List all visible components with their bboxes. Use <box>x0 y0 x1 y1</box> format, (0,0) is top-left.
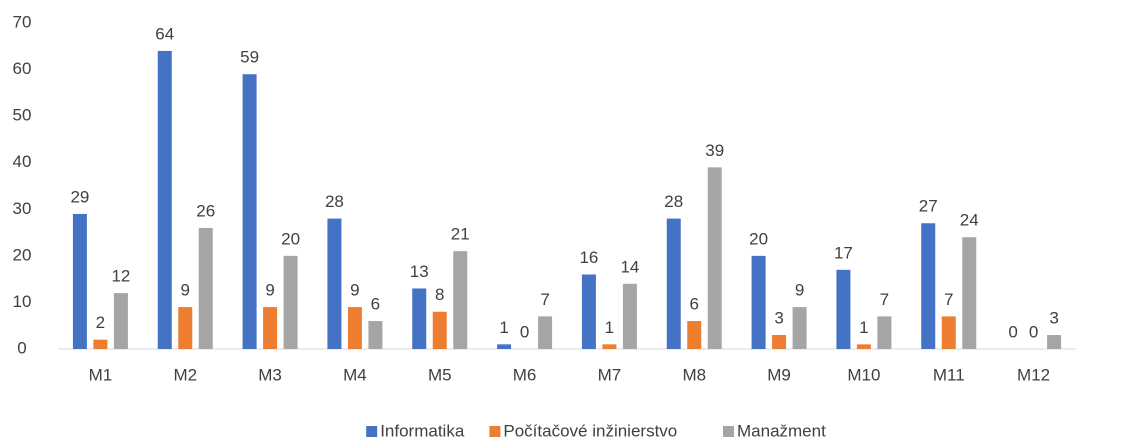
bar <box>581 274 596 349</box>
data-label: 59 <box>240 48 259 67</box>
x-tick-label: M10 <box>847 365 880 384</box>
bar <box>602 344 617 349</box>
bar <box>93 339 108 349</box>
data-label: 0 <box>1008 322 1017 341</box>
x-tick-label: M11 <box>933 365 965 384</box>
bar <box>283 255 298 349</box>
x-tick-label: M1 <box>89 365 113 384</box>
x-tick-label: M5 <box>428 365 452 384</box>
bar <box>178 307 193 349</box>
data-label: 26 <box>196 201 215 220</box>
bar <box>836 269 851 349</box>
data-label: 7 <box>540 290 549 309</box>
legend-swatch <box>366 426 378 437</box>
bar <box>412 288 427 349</box>
data-label: 0 <box>1029 322 1038 341</box>
data-label: 20 <box>281 229 300 248</box>
x-tick-label: M8 <box>682 365 706 384</box>
data-label: 17 <box>834 243 853 262</box>
data-label: 21 <box>451 225 470 244</box>
legend-label: Počítačové inžinierstvo <box>503 421 677 440</box>
data-label: 29 <box>70 187 89 206</box>
x-tick-label: M9 <box>767 365 791 384</box>
bar <box>198 227 213 349</box>
bar <box>263 307 278 349</box>
bar <box>792 307 807 349</box>
bar <box>242 74 257 349</box>
data-label: 64 <box>155 24 174 43</box>
data-label: 0 <box>520 322 529 341</box>
data-label: 13 <box>410 262 429 281</box>
data-label: 9 <box>795 281 804 300</box>
data-label: 6 <box>371 295 380 314</box>
bar <box>921 223 936 349</box>
data-label: 7 <box>880 290 889 309</box>
data-label: 9 <box>350 281 359 300</box>
legend-label: Manažment <box>737 421 826 440</box>
data-label: 1 <box>859 318 868 337</box>
x-tick-label: M12 <box>1017 365 1050 384</box>
data-label: 1 <box>499 318 508 337</box>
x-tick-label: M4 <box>343 365 367 384</box>
bar <box>432 311 447 349</box>
bar <box>368 321 383 349</box>
data-label: 9 <box>181 281 190 300</box>
y-tick-label: 60 <box>13 59 32 78</box>
data-label: 28 <box>325 192 344 211</box>
y-tick-label: 10 <box>13 292 32 311</box>
x-tick-label: M2 <box>173 365 197 384</box>
bar <box>772 335 787 349</box>
bar <box>856 344 871 349</box>
y-tick-label: 50 <box>13 106 32 125</box>
data-label: 3 <box>1049 309 1058 328</box>
data-label: 20 <box>749 229 768 248</box>
legend-label: Informatika <box>380 421 465 440</box>
bar <box>497 344 512 349</box>
x-tick-label: M3 <box>258 365 282 384</box>
data-label: 27 <box>919 197 938 216</box>
y-tick-label: 40 <box>13 152 32 171</box>
data-label: 7 <box>944 290 953 309</box>
data-label: 14 <box>620 257 639 276</box>
data-label: 8 <box>435 285 444 304</box>
data-label: 1 <box>605 318 614 337</box>
bar <box>622 283 637 349</box>
data-label: 9 <box>265 281 274 300</box>
x-tick-label: M6 <box>513 365 537 384</box>
bar <box>687 321 702 349</box>
bar <box>877 316 892 349</box>
y-tick-label: 20 <box>13 245 32 264</box>
legend-swatch <box>489 426 501 437</box>
data-label: 28 <box>664 192 683 211</box>
data-label: 2 <box>96 313 105 332</box>
data-label: 3 <box>774 309 783 328</box>
y-tick-label: 30 <box>13 199 32 218</box>
y-tick-label: 70 <box>13 12 32 31</box>
bar <box>666 218 681 349</box>
data-label: 12 <box>111 267 130 286</box>
bar <box>347 307 362 349</box>
x-tick-label: M7 <box>598 365 622 384</box>
bar <box>157 50 172 349</box>
bar <box>72 213 87 349</box>
bar <box>453 251 468 349</box>
bar <box>707 167 722 349</box>
y-tick-label: 0 <box>17 338 26 357</box>
bar <box>327 218 342 349</box>
data-label: 39 <box>705 141 724 160</box>
bar <box>941 316 956 349</box>
bar <box>751 255 766 349</box>
legend-swatch <box>723 426 734 437</box>
data-label: 16 <box>579 248 598 267</box>
bar <box>1047 335 1062 349</box>
bar <box>538 316 553 349</box>
bar <box>113 293 128 349</box>
bar <box>962 237 977 349</box>
data-label: 24 <box>960 211 979 230</box>
data-label: 6 <box>690 295 699 314</box>
